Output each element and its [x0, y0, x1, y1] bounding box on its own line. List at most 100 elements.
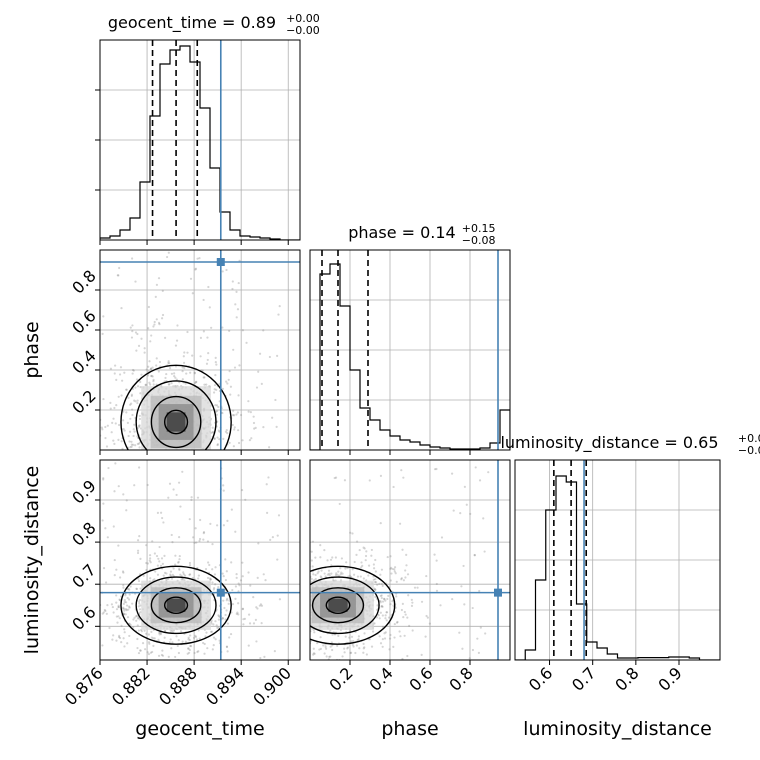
- scatter-point: [177, 639, 180, 642]
- scatter-point: [242, 623, 245, 626]
- scatter-point: [262, 426, 265, 429]
- scatter-point: [375, 608, 379, 611]
- scatter-point: [363, 646, 366, 649]
- scatter-point: [247, 644, 250, 647]
- scatter-point: [389, 579, 392, 582]
- scatter-point: [395, 595, 398, 598]
- scatter-point: [292, 578, 294, 580]
- scatter-point: [128, 452, 130, 454]
- scatter-point: [316, 572, 319, 575]
- scatter-point: [266, 634, 268, 636]
- scatter-point: [179, 491, 181, 493]
- scatter-point: [189, 371, 192, 374]
- scatter-point: [168, 457, 170, 459]
- scatter-point: [184, 382, 187, 385]
- scatter-point: [247, 571, 250, 574]
- scatter-point: [410, 598, 413, 601]
- scatter-point: [176, 456, 178, 458]
- scatter-point: [351, 532, 354, 535]
- scatter-point: [276, 584, 278, 586]
- scatter-point: [312, 653, 315, 656]
- scatter-point: [144, 648, 147, 651]
- scatter-point: [92, 408, 94, 410]
- scatter-point: [161, 562, 164, 566]
- scatter-point: [202, 330, 205, 333]
- scatter-point: [248, 622, 252, 625]
- scatter-point: [177, 452, 179, 454]
- scatter-point: [363, 632, 366, 635]
- scatter-point: [433, 553, 436, 556]
- scatter-point: [168, 476, 170, 478]
- scatter-point: [380, 582, 383, 585]
- panel-title-luminosity_distance: luminosity_distance = 0.65: [500, 433, 718, 453]
- scatter-point: [385, 611, 389, 614]
- scatter-point: [158, 522, 160, 524]
- scatter-point: [206, 576, 210, 580]
- scatter-point: [222, 437, 225, 440]
- scatter-point: [302, 620, 304, 622]
- scatter-point: [354, 664, 356, 666]
- scatter-point: [349, 651, 352, 655]
- scatter-point: [234, 303, 237, 306]
- histogram-step: [310, 263, 510, 450]
- scatter-point: [269, 613, 271, 615]
- scatter-point: [205, 383, 208, 386]
- x-tick-label-phase: 0.2: [325, 663, 356, 694]
- scatter-point: [85, 445, 87, 447]
- scatter-point: [362, 546, 365, 549]
- scatter-point: [241, 608, 244, 611]
- scatter-point: [169, 570, 173, 573]
- scatter-point: [379, 642, 383, 645]
- scatter-point: [331, 633, 334, 636]
- scatter-point: [277, 514, 281, 517]
- scatter-point: [273, 650, 276, 653]
- scatter-point: [241, 575, 244, 578]
- scatter-point: [132, 434, 135, 438]
- scatter-point: [174, 376, 177, 379]
- scatter-point: [345, 561, 348, 564]
- title-minus-error: −0.04: [738, 444, 760, 457]
- scatter-point: [195, 380, 198, 383]
- scatter-point: [164, 457, 166, 459]
- scatter-point: [386, 663, 388, 665]
- scatter-point: [428, 622, 431, 625]
- scatter-point: [169, 573, 172, 576]
- scatter-point: [112, 611, 115, 614]
- scatter-point: [237, 613, 240, 616]
- scatter-point: [174, 655, 177, 659]
- scatter-point: [341, 572, 344, 575]
- scatter-point: [122, 606, 125, 609]
- scatter-point: [343, 651, 346, 654]
- scatter-point: [194, 495, 196, 497]
- scatter-point: [313, 652, 316, 655]
- scatter-point: [218, 438, 221, 441]
- scatter-point: [129, 585, 132, 588]
- scatter-point: [176, 454, 178, 456]
- scatter-point: [97, 624, 99, 626]
- scatter-point: [101, 612, 104, 615]
- scatter-point: [316, 642, 319, 645]
- scatter-panel-luminosity_distance-vs-phase: [266, 460, 510, 666]
- scatter-point: [235, 576, 238, 579]
- title-minus-error: −0.00: [286, 24, 320, 37]
- scatter-point: [112, 439, 115, 442]
- contour-level-0: [120, 364, 232, 450]
- scatter-point: [124, 594, 127, 597]
- scatter-point: [117, 605, 120, 609]
- scatter-point: [406, 616, 409, 619]
- scatter-point: [230, 561, 233, 564]
- scatter-point: [221, 326, 224, 329]
- scatter-point: [416, 586, 419, 589]
- scatter-point: [147, 327, 150, 330]
- scatter-point: [159, 462, 161, 464]
- scatter-point: [128, 593, 131, 596]
- scatter-point: [411, 629, 414, 632]
- scatter-point: [221, 270, 224, 273]
- scatter-point: [76, 648, 78, 650]
- scatter-point: [138, 414, 141, 417]
- scatter-point: [144, 451, 146, 453]
- scatter-point: [462, 564, 465, 568]
- scatter-point: [121, 447, 124, 450]
- scatter-point: [134, 444, 137, 447]
- scatter-point: [281, 642, 283, 644]
